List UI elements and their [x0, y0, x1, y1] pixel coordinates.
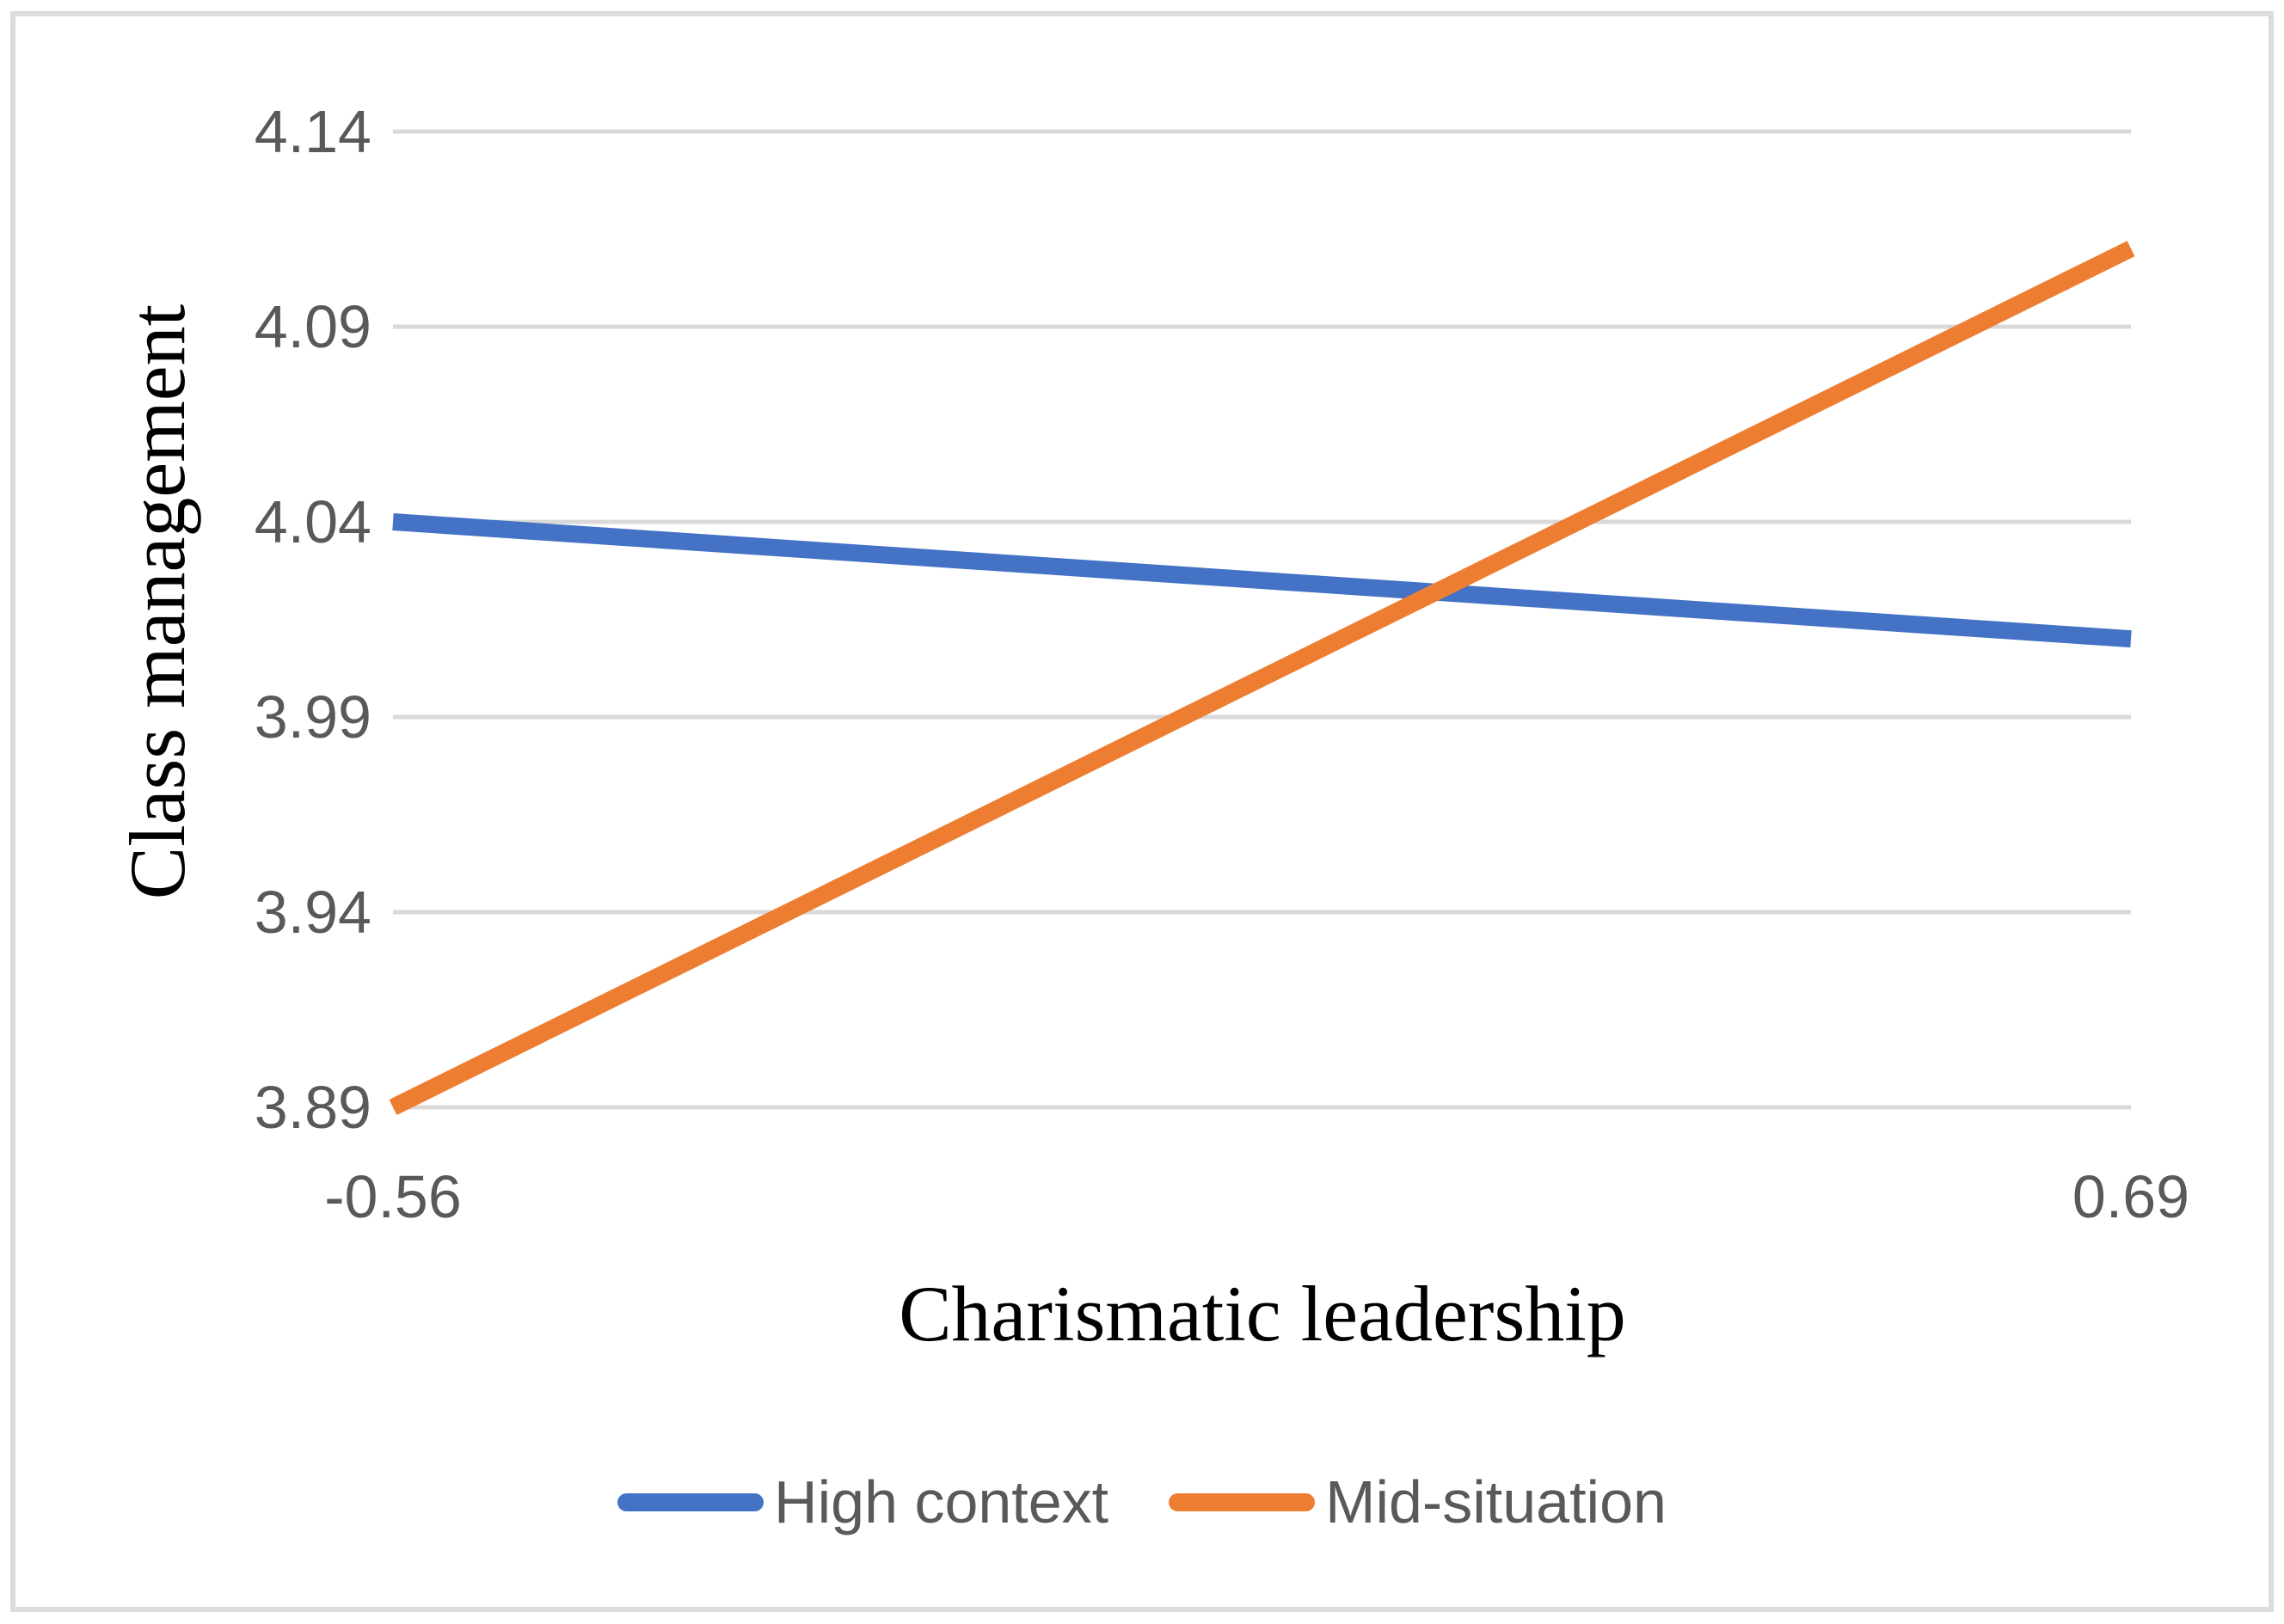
y-axis-tick-label: 4.09 — [254, 293, 371, 360]
legend-swatch-mid-situation — [1169, 1492, 1316, 1511]
y-axis-tick-label: 4.14 — [254, 98, 371, 165]
y-axis-tick-label: 3.89 — [254, 1074, 371, 1141]
x-axis-tick-label: 0.69 — [2072, 1163, 2190, 1230]
legend-label: Mid-situation — [1325, 1468, 1667, 1535]
y-axis-tick-labels: 3.89 3.94 3.99 4.04 4.09 4.14 — [0, 0, 371, 1624]
x-axis-title: Charismatic leadership — [899, 1270, 1626, 1357]
y-axis-tick-label: 3.94 — [254, 879, 371, 946]
legend-label: High context — [774, 1468, 1109, 1535]
legend: High context Mid-situation — [617, 1472, 1667, 1532]
y-axis-title: Class management — [114, 303, 201, 900]
series-lines — [389, 241, 2135, 1115]
y-axis-tick-label: 4.04 — [254, 488, 371, 555]
gridlines — [393, 129, 2131, 1110]
series-line-high-context — [392, 513, 2132, 648]
legend-item-mid-situation: Mid-situation — [1169, 1472, 1667, 1532]
legend-item-high-context: High context — [617, 1472, 1108, 1532]
legend-swatch-high-context — [617, 1492, 764, 1511]
series-line-mid-situation — [389, 241, 2135, 1115]
x-axis-tick-label: -0.56 — [324, 1163, 462, 1230]
y-axis-tick-label: 3.99 — [254, 683, 371, 751]
